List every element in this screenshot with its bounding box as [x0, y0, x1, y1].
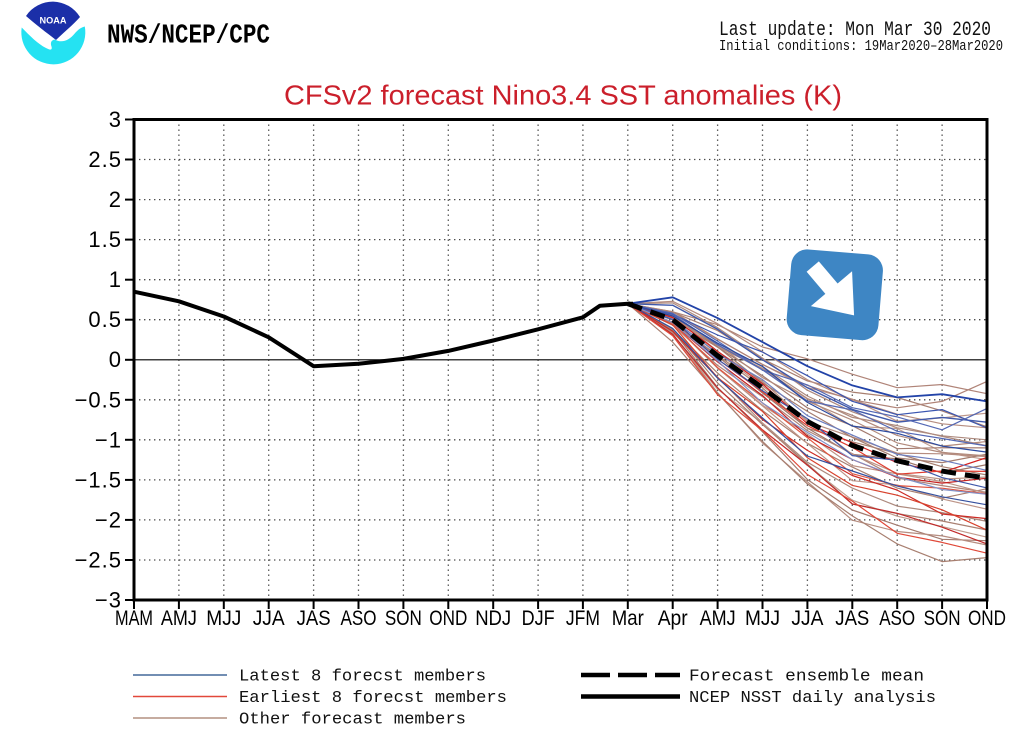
- svg-text:Latest 8 forecst members: Latest 8 forecst members: [239, 668, 486, 687]
- svg-text:Mar: Mar: [612, 607, 644, 630]
- svg-text:−1: −1: [95, 427, 122, 452]
- svg-text:SON: SON: [385, 607, 422, 630]
- svg-text:ASO: ASO: [879, 607, 915, 630]
- svg-text:2.5: 2.5: [88, 147, 122, 172]
- svg-text:−2: −2: [95, 507, 122, 532]
- svg-text:AMJ: AMJ: [161, 607, 197, 630]
- svg-text:JFM: JFM: [566, 607, 600, 630]
- svg-text:1.5: 1.5: [88, 227, 122, 252]
- svg-text:OND: OND: [968, 607, 1006, 630]
- svg-text:0.5: 0.5: [88, 307, 122, 332]
- svg-text:2: 2: [109, 187, 122, 212]
- svg-text:3: 3: [109, 107, 122, 132]
- svg-text:MJJ: MJJ: [745, 607, 780, 630]
- svg-text:Last update: Mon Mar 30 2020: Last update: Mon Mar 30 2020: [719, 19, 991, 42]
- svg-text:DJF: DJF: [522, 607, 555, 630]
- svg-text:NWS/NCEP/CPC: NWS/NCEP/CPC: [107, 22, 270, 52]
- svg-text:Other forecast members: Other forecast members: [239, 711, 466, 730]
- svg-text:CFSv2 forecast Nino3.4 SST ano: CFSv2 forecast Nino3.4 SST anomalies (K): [284, 80, 842, 111]
- svg-text:ASO: ASO: [341, 607, 377, 630]
- svg-text:−0.5: −0.5: [75, 387, 122, 412]
- svg-text:−3: −3: [95, 588, 122, 613]
- svg-text:NCEP NSST daily analysis: NCEP NSST daily analysis: [689, 689, 936, 708]
- svg-text:0: 0: [109, 347, 122, 372]
- svg-text:OND: OND: [429, 607, 467, 630]
- svg-text:Forecast ensemble mean: Forecast ensemble mean: [689, 668, 924, 687]
- svg-text:SON: SON: [924, 607, 961, 630]
- svg-text:JJA: JJA: [791, 607, 823, 630]
- svg-text:MAM: MAM: [115, 607, 153, 630]
- svg-text:NDJ: NDJ: [475, 607, 511, 630]
- svg-text:1: 1: [109, 267, 122, 292]
- svg-text:JAS: JAS: [835, 607, 869, 630]
- svg-text:NOAA: NOAA: [40, 16, 67, 27]
- svg-text:Apr: Apr: [658, 607, 688, 630]
- svg-text:JAS: JAS: [297, 607, 331, 630]
- svg-text:MJJ: MJJ: [206, 607, 241, 630]
- svg-text:AMJ: AMJ: [700, 607, 736, 630]
- svg-text:Initial conditions: 19Mar2020–: Initial conditions: 19Mar2020–28Mar2020: [719, 39, 1003, 55]
- svg-text:JJA: JJA: [253, 607, 285, 630]
- svg-text:Earliest 8 forecst members: Earliest 8 forecst members: [239, 689, 507, 708]
- svg-text:−2.5: −2.5: [75, 548, 122, 573]
- svg-text:−1.5: −1.5: [75, 467, 122, 492]
